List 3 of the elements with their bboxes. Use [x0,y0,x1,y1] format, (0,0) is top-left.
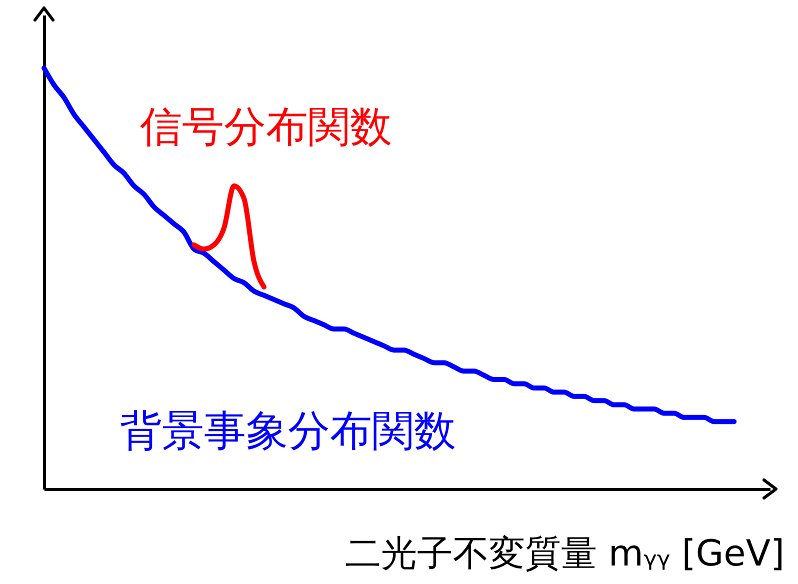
series-label: 背景事象分布関数 [120,406,456,455]
x-axis-title: 二光子不変質量 mᵧᵧ [GeV] [344,534,784,574]
series-label: 信号分布関数 [140,102,392,151]
